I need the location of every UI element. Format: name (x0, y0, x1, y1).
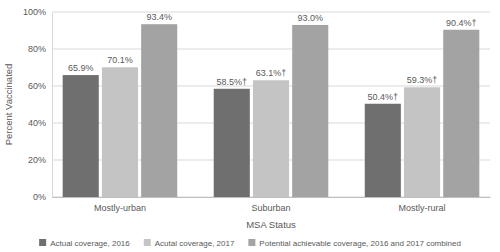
bar (404, 87, 440, 197)
grid (52, 12, 490, 197)
y-tick-label: 80% (28, 44, 46, 54)
x-tick: Mostly-urban (94, 197, 146, 213)
y-axis: 0% 20% 40% 60% 80% 100% (23, 7, 53, 202)
x-tick-label: Mostly-rural (399, 203, 446, 213)
legend-swatch (39, 239, 46, 246)
grid-line (52, 49, 490, 50)
bars (63, 24, 480, 197)
bar (292, 25, 328, 197)
y-tick: 20% (28, 155, 52, 165)
data-label: 70.1% (107, 55, 133, 65)
data-label: 90.4%† (446, 18, 477, 28)
data-label: 59.3%† (407, 75, 438, 85)
chart: 65.9% 58.5%† 50.4%† 70.1% 63.1%† 59.3%† 93.4% 9… (0, 0, 500, 252)
y-tick-label: 100% (23, 7, 46, 17)
legend-label: Acutal coverage, 2017 (155, 239, 235, 248)
legend-item: Acutal coverage, 2017 (144, 239, 235, 248)
data-label: 58.5%† (217, 77, 248, 87)
y-tick: 100% (23, 7, 52, 17)
data-label: 93.4% (146, 12, 172, 22)
bar (141, 24, 177, 197)
x-axis-title: MSA Status (246, 219, 296, 230)
legend-swatch (144, 239, 151, 246)
x-tick-label: Suburban (251, 203, 290, 213)
x-tick-label: Mostly-urban (94, 203, 146, 213)
y-tick: 60% (28, 81, 52, 91)
y-tick: 40% (28, 118, 52, 128)
x-axis-line (53, 197, 491, 198)
legend-item: Actual coverage, 2016 (39, 239, 130, 248)
bar (365, 104, 401, 197)
x-tick: Mostly-rural (399, 197, 446, 213)
bar (102, 67, 138, 197)
grid-line (52, 12, 490, 13)
y-tick: 0% (33, 192, 52, 202)
data-label: 50.4%† (368, 92, 399, 102)
bar (253, 80, 289, 197)
data-label: 63.1%† (256, 68, 287, 78)
y-tick: 80% (28, 44, 52, 54)
y-tick-label: 40% (28, 118, 46, 128)
y-tick-label: 20% (28, 155, 46, 165)
y-tick-label: 60% (28, 81, 46, 91)
legend-label: Potential achievable coverage, 2016 and … (259, 239, 460, 248)
y-axis-line (52, 13, 53, 198)
legend: Actual coverage, 2016 Acutal coverage, 20… (39, 239, 461, 248)
data-labels: 65.9% 58.5%† 50.4%† 70.1% 63.1%† 59.3%† 93.4% 9… (68, 12, 477, 102)
bar (443, 30, 479, 197)
bar (214, 89, 250, 197)
y-axis-title: Percent Vaccinated (3, 64, 14, 146)
data-label: 65.9% (68, 63, 94, 73)
y-tick-label: 0% (33, 192, 46, 202)
x-tick: Suburban (251, 197, 290, 213)
x-axis: Mostly-urban Suburban Mostly-rural (53, 197, 491, 213)
legend-swatch (248, 239, 255, 246)
legend-item: Potential achievable coverage, 2016 and … (248, 239, 460, 248)
bar (63, 75, 99, 197)
data-label: 93.0% (297, 13, 323, 23)
legend-label: Actual coverage, 2016 (50, 239, 130, 248)
